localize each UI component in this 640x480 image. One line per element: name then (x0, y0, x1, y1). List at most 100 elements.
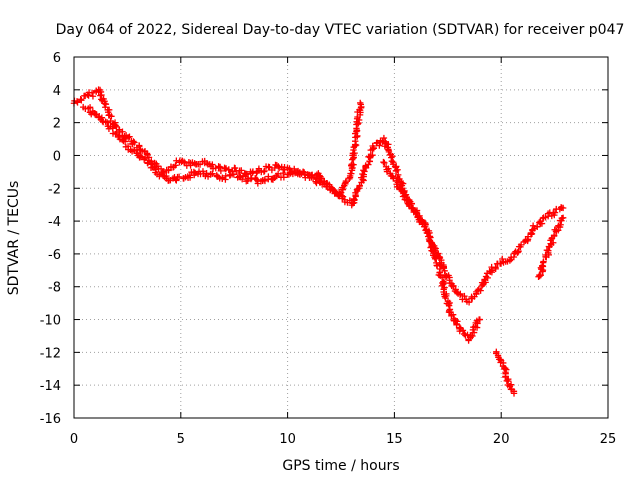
grid-layer (74, 57, 608, 418)
data-point (209, 161, 216, 168)
series-t2 (80, 99, 365, 200)
data-point (388, 158, 396, 165)
data-point (539, 259, 547, 266)
data-point (450, 282, 457, 290)
data-point (369, 151, 376, 159)
series-t3 (380, 158, 484, 344)
data-point (230, 171, 238, 178)
data-layer (70, 86, 567, 397)
data-point (499, 255, 506, 263)
data-point (506, 383, 514, 390)
y-tick-label: -8 (48, 281, 61, 296)
data-point (433, 262, 440, 269)
x-tick-label: 25 (600, 432, 617, 447)
data-point (459, 327, 467, 334)
data-point (443, 272, 450, 280)
data-point (409, 204, 417, 212)
data-point (89, 93, 97, 100)
data-point (496, 260, 504, 267)
data-point (88, 89, 96, 97)
data-point (222, 176, 229, 183)
data-point (453, 289, 460, 296)
data-point (403, 193, 410, 201)
data-point (191, 169, 199, 177)
data-point (494, 352, 502, 359)
x-tick-label: 10 (279, 432, 296, 447)
y-axis-label: SDTVAR / TECUs (6, 181, 22, 296)
data-point (253, 176, 261, 184)
data-point (442, 294, 449, 302)
data-point (203, 170, 210, 177)
data-point (172, 162, 179, 169)
data-point (108, 113, 115, 120)
x-tick-label: 15 (386, 432, 403, 447)
data-point (517, 241, 525, 249)
data-point (78, 97, 85, 104)
data-point (550, 232, 558, 240)
data-point (209, 170, 216, 177)
y-tick-label: -4 (48, 215, 61, 230)
data-point (131, 139, 138, 146)
data-point (347, 170, 354, 177)
data-point (353, 115, 361, 122)
data-point (426, 229, 433, 237)
data-point (380, 158, 387, 166)
data-point (533, 223, 541, 230)
data-point (175, 173, 183, 181)
data-point (279, 169, 287, 177)
data-point (225, 166, 233, 174)
data-point (381, 159, 388, 167)
data-point (217, 167, 225, 175)
data-point (261, 177, 269, 185)
data-point (357, 99, 364, 107)
data-point (255, 165, 263, 172)
data-point (482, 273, 490, 280)
data-point (477, 287, 484, 294)
data-point (546, 243, 553, 250)
data-point (360, 173, 367, 180)
data-point (261, 167, 268, 175)
data-point (121, 138, 129, 145)
data-point (103, 119, 111, 126)
data-point (74, 99, 81, 106)
data-point (380, 134, 388, 142)
data-point (358, 103, 365, 111)
data-point (492, 264, 499, 271)
y-tick-label: -2 (48, 182, 61, 197)
data-point (142, 154, 149, 162)
y-tick-label: 6 (53, 51, 61, 66)
series-t5 (535, 214, 567, 280)
data-point (449, 311, 457, 318)
data-point (338, 192, 346, 199)
data-point (346, 175, 353, 183)
y-tick-label: -6 (48, 248, 61, 263)
data-point (446, 309, 454, 316)
y-tick-label: -14 (40, 379, 61, 394)
data-point (446, 279, 454, 287)
data-point (252, 175, 260, 183)
data-point (399, 180, 407, 187)
data-point (274, 170, 282, 178)
data-point (559, 214, 567, 222)
y-tick-label: -12 (40, 346, 61, 361)
data-point (461, 292, 468, 300)
series-t4 (493, 348, 518, 397)
x-tick-label: 5 (177, 432, 185, 447)
data-point (350, 161, 357, 168)
data-point (280, 174, 288, 181)
y-tick-label: 2 (53, 117, 61, 132)
data-point (514, 249, 521, 256)
data-point (130, 138, 137, 145)
x-axis-label: GPS time / hours (282, 458, 399, 474)
y-tick-label: -16 (40, 412, 61, 427)
data-point (539, 262, 546, 269)
y-tick-label: 4 (53, 84, 61, 99)
data-point (493, 348, 500, 355)
data-point (465, 299, 473, 306)
data-point (144, 159, 152, 167)
plot-frame (73, 56, 609, 419)
data-point (510, 253, 518, 261)
x-tick-label: 0 (70, 432, 78, 447)
